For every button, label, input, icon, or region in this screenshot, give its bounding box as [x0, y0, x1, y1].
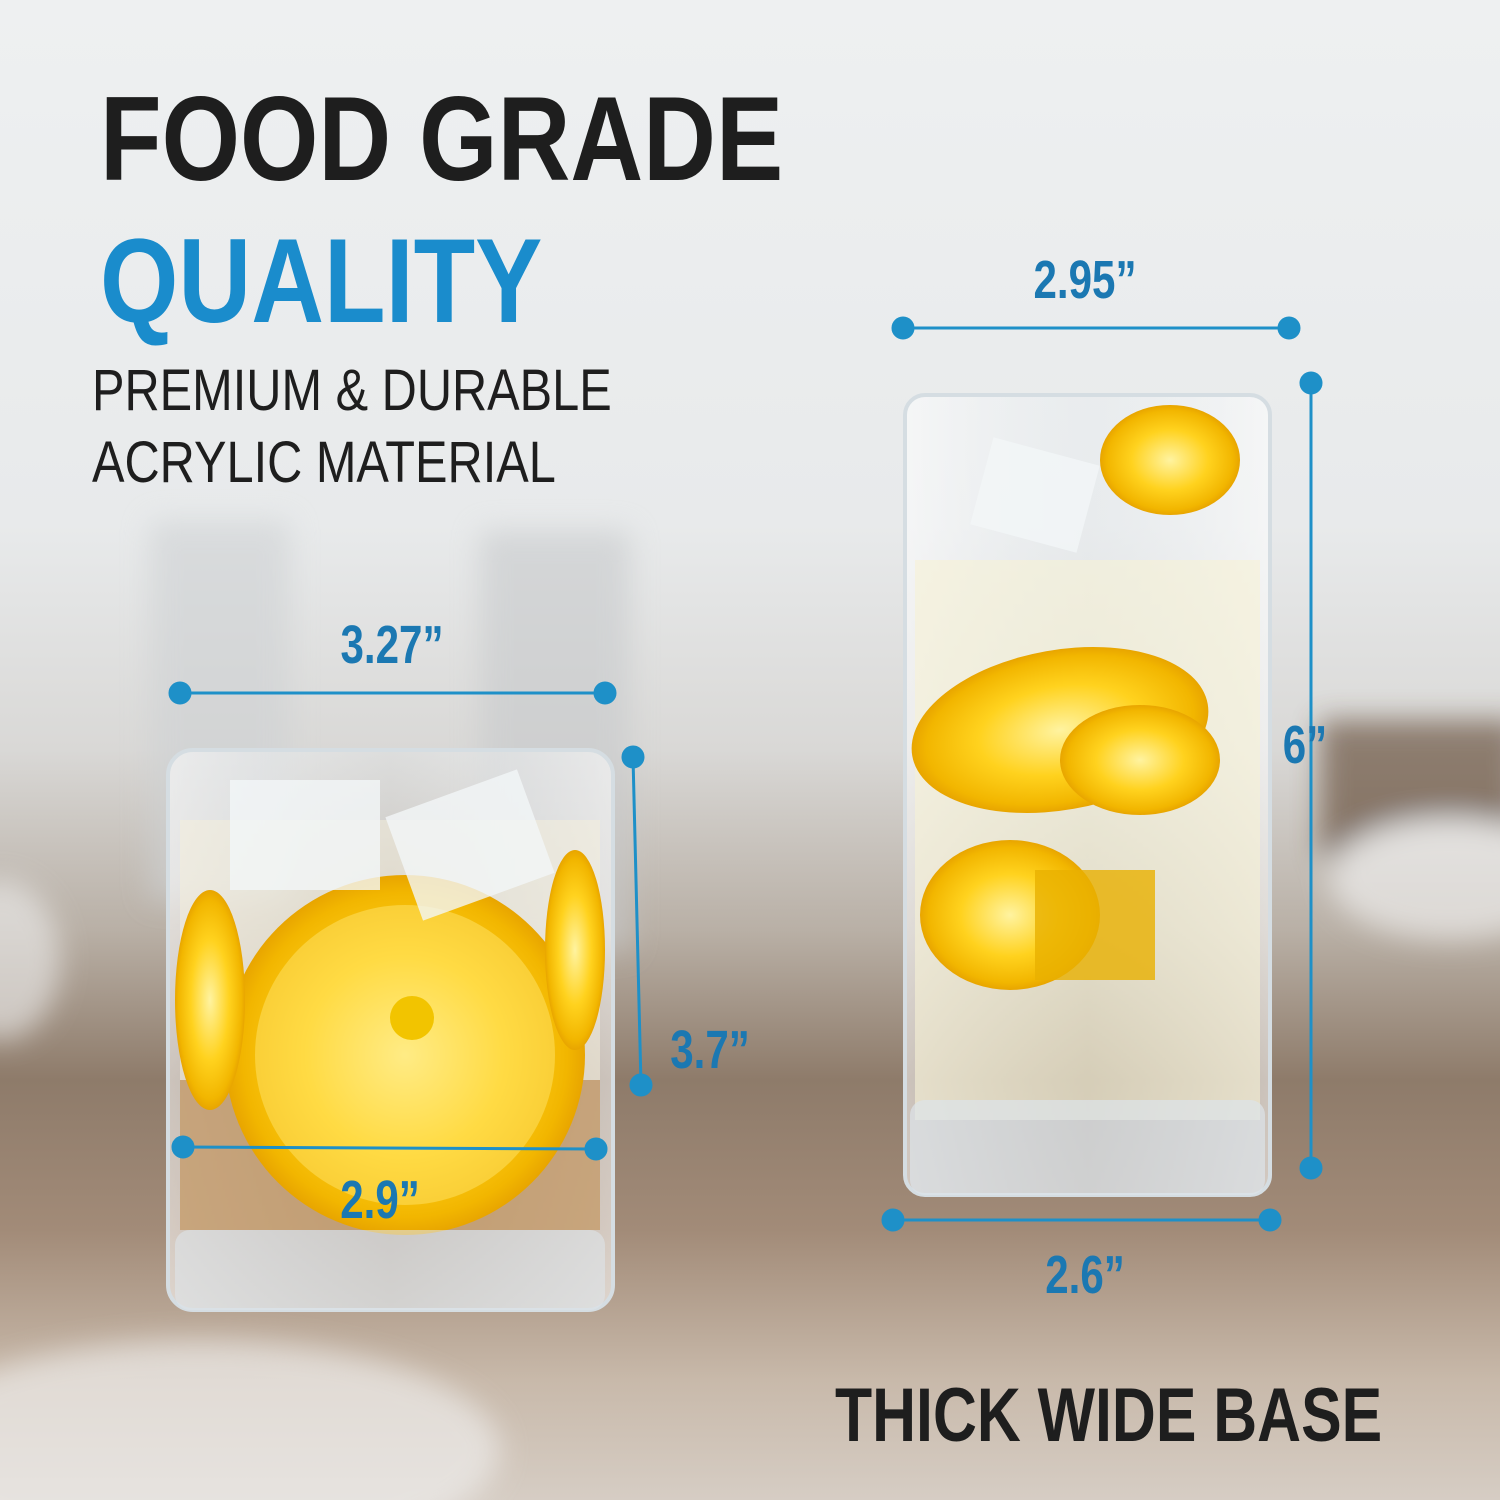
tall-top-width-label: 2.95” — [1033, 249, 1137, 310]
tall-base-width-label: 2.6” — [1045, 1244, 1125, 1305]
short-height-line — [621, 745, 653, 1097]
short-height-label: 3.7” — [670, 1019, 750, 1080]
tall-base-width-line — [881, 1208, 1282, 1232]
background-blur — [0, 520, 1500, 1500]
headline-line2: QUALITY — [100, 214, 543, 348]
short-top-width-label: 3.27” — [340, 614, 444, 675]
short-base-width-label: 2.9” — [340, 1169, 420, 1230]
short-base-width-line — [171, 1135, 608, 1161]
subheadline-line2: ACRYLIC MATERIAL — [92, 430, 556, 495]
tall-height-line — [1299, 371, 1323, 1180]
short-glass-image — [166, 748, 615, 1312]
tall-height-label: 6” — [1282, 714, 1328, 775]
tall-top-width-line — [891, 316, 1301, 340]
headline-line1: FOOD GRADE — [100, 72, 784, 206]
caption-thick-wide-base: THICK WIDE BASE — [835, 1373, 1383, 1458]
tall-glass-image — [903, 393, 1272, 1197]
short-top-width-line — [168, 681, 617, 705]
subheadline-line1: PREMIUM & DURABLE — [92, 358, 612, 423]
